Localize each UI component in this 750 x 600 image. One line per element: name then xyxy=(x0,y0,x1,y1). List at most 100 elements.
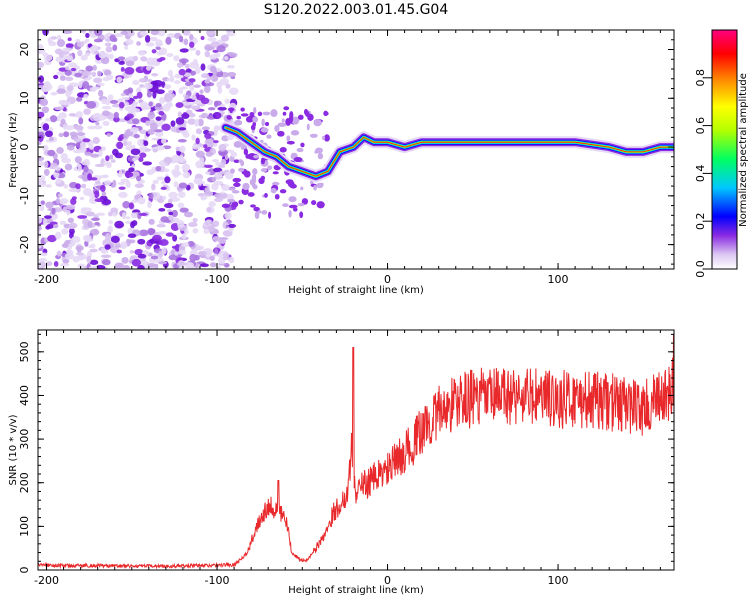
spectrogram-noise-dot xyxy=(103,161,111,166)
spectrogram-noise-dot xyxy=(164,84,172,90)
spectrogram-noise-dot xyxy=(252,184,258,190)
spectrogram-noise-dot xyxy=(105,46,113,53)
spectrogram-noise-dot xyxy=(200,63,206,71)
spectrogram-noise-dot xyxy=(91,86,101,90)
spectrogram-noise-dot xyxy=(316,201,325,209)
spectrogram-noise-dot xyxy=(110,207,119,213)
spectrogram-noise-dot xyxy=(38,156,45,162)
spectrogram-noise-dot xyxy=(147,128,155,135)
spectrogram-noise-dot xyxy=(91,71,97,77)
spectrogram-noise-dot xyxy=(173,55,180,62)
spectrogram-noise-dot xyxy=(138,229,149,237)
spectrogram-y-tick-label: -20 xyxy=(18,236,31,254)
spectrogram-y-tick-label: 0 xyxy=(18,144,31,151)
colorbar-tick-label: 0.4 xyxy=(694,165,707,183)
spectrogram-noise-dot xyxy=(288,115,294,123)
snr-y-tick-label: 200 xyxy=(18,472,31,493)
spectrogram-noise-dot xyxy=(125,60,135,67)
spectrogram-noise-dot xyxy=(181,112,190,119)
spectrogram-noise-dot xyxy=(228,223,237,229)
spectrogram-noise-dot xyxy=(245,154,251,159)
snr-y-tick-label: 500 xyxy=(18,341,31,362)
spectrogram-noise-dot xyxy=(104,180,112,186)
spectrogram-noise-dot xyxy=(166,78,175,82)
spectrogram-noise-dot xyxy=(163,168,170,173)
spectrogram-noise-dot xyxy=(309,133,318,138)
spectrogram-noise-dot xyxy=(261,210,268,215)
spectrogram-noise-dot xyxy=(45,201,54,209)
spectrogram-noise-dot xyxy=(65,66,70,71)
spectrogram-noise-dot xyxy=(43,215,52,219)
spectrogram-noise-dot xyxy=(142,161,153,166)
spectrogram-noise-dot xyxy=(300,186,304,191)
spectrogram-noise-dot xyxy=(158,208,166,212)
spectrogram-noise-dot xyxy=(145,120,151,127)
spectrogram-noise-dot xyxy=(203,228,210,234)
spectrogram-noise-dot xyxy=(188,78,196,83)
spectrogram-x-ticks: -200 -100 0 100 xyxy=(34,30,661,286)
spectrogram-noise-dot xyxy=(194,254,200,261)
spectrogram-noise-dot xyxy=(66,55,74,62)
spectrogram-noise-dot xyxy=(95,212,106,216)
snr-frame xyxy=(37,329,675,571)
spectrogram-noise-dot xyxy=(131,258,142,267)
spectrogram-noise-dot xyxy=(163,219,171,223)
spectrogram-noise-dot xyxy=(107,225,113,234)
spectrogram-noise-dot xyxy=(266,134,272,139)
spectrogram-noise-dot xyxy=(47,37,53,44)
spectrogram-noise-dot xyxy=(77,49,83,57)
spectrogram-noise-dot xyxy=(165,232,174,237)
spectrogram-noise-dot xyxy=(189,253,197,262)
spectrogram-noise-dot xyxy=(39,98,49,106)
spectrogram-noise-dot xyxy=(121,212,127,220)
spectrogram-noise-dot xyxy=(216,45,226,53)
spectrogram-noise-dot xyxy=(66,144,75,151)
spectrogram-noise-dot xyxy=(128,93,134,99)
spectrogram-noise-dot xyxy=(92,136,100,145)
spectrogram-noise-dot xyxy=(147,263,157,268)
spectrogram-noise-dot xyxy=(42,83,53,91)
spectrogram-noise-dot xyxy=(60,118,66,125)
spectrogram-noise-dot xyxy=(95,180,101,184)
spectrogram-noise-dot xyxy=(152,148,158,153)
spectrogram-noise-dot xyxy=(59,201,66,205)
spectrogram-noise-dot xyxy=(218,239,227,244)
spectrogram-noise-dot xyxy=(191,134,196,141)
spectrogram-noise-dot xyxy=(174,251,179,256)
spectrogram-noise-dot xyxy=(317,152,324,160)
spectrogram-noise-dot xyxy=(228,52,238,58)
spectrogram-noise-dot xyxy=(179,207,189,213)
spectrogram-noise-dot xyxy=(76,132,86,136)
spectrogram-noise-dot xyxy=(84,151,92,156)
spectrogram-noise-dot xyxy=(294,119,298,125)
spectrogram-noise-dot xyxy=(166,53,174,58)
spectrogram-noise-dot xyxy=(224,171,234,180)
spectrogram-noise-dot xyxy=(152,91,157,99)
spectrogram-noise-dot xyxy=(242,182,250,191)
spectrogram-noise-dot xyxy=(167,198,173,204)
spectrogram-noise-dot xyxy=(78,255,84,261)
spectrogram-noise-dot xyxy=(240,113,249,117)
spectrogram-noise-dot xyxy=(131,118,140,125)
spectrogram-noise-dot xyxy=(40,200,45,205)
spectrogram-noise-dot xyxy=(195,92,200,99)
spectrogram-noise-dot xyxy=(208,201,216,207)
spectrogram-noise-dot xyxy=(74,72,83,78)
spectrogram-noise-dot xyxy=(144,34,151,43)
spectrogram-noise-dot xyxy=(210,74,219,82)
spectrogram-noise-dot xyxy=(199,263,209,268)
spectrogram-noise-dot xyxy=(64,76,74,82)
spectrogram-noise-dot xyxy=(148,101,153,107)
spectrogram-noise-dot xyxy=(80,30,86,33)
spectrogram-noise-dot xyxy=(277,130,285,137)
spectrogram-noise-dot xyxy=(101,146,106,152)
spectrogram-noise-dot xyxy=(270,187,277,194)
spectrogram-noise-dot xyxy=(108,219,113,225)
spectrogram-noise-dot xyxy=(114,152,124,159)
spectrogram-noise-dot xyxy=(224,211,232,220)
spectrogram-noise-dot xyxy=(138,156,144,163)
spectrogram-noise-dot xyxy=(103,174,109,178)
spectrogram-noise-dot xyxy=(104,244,111,250)
colorbar-label: Normalized spectral amplitude xyxy=(738,73,749,227)
spectrogram-noise-dot xyxy=(218,193,227,200)
